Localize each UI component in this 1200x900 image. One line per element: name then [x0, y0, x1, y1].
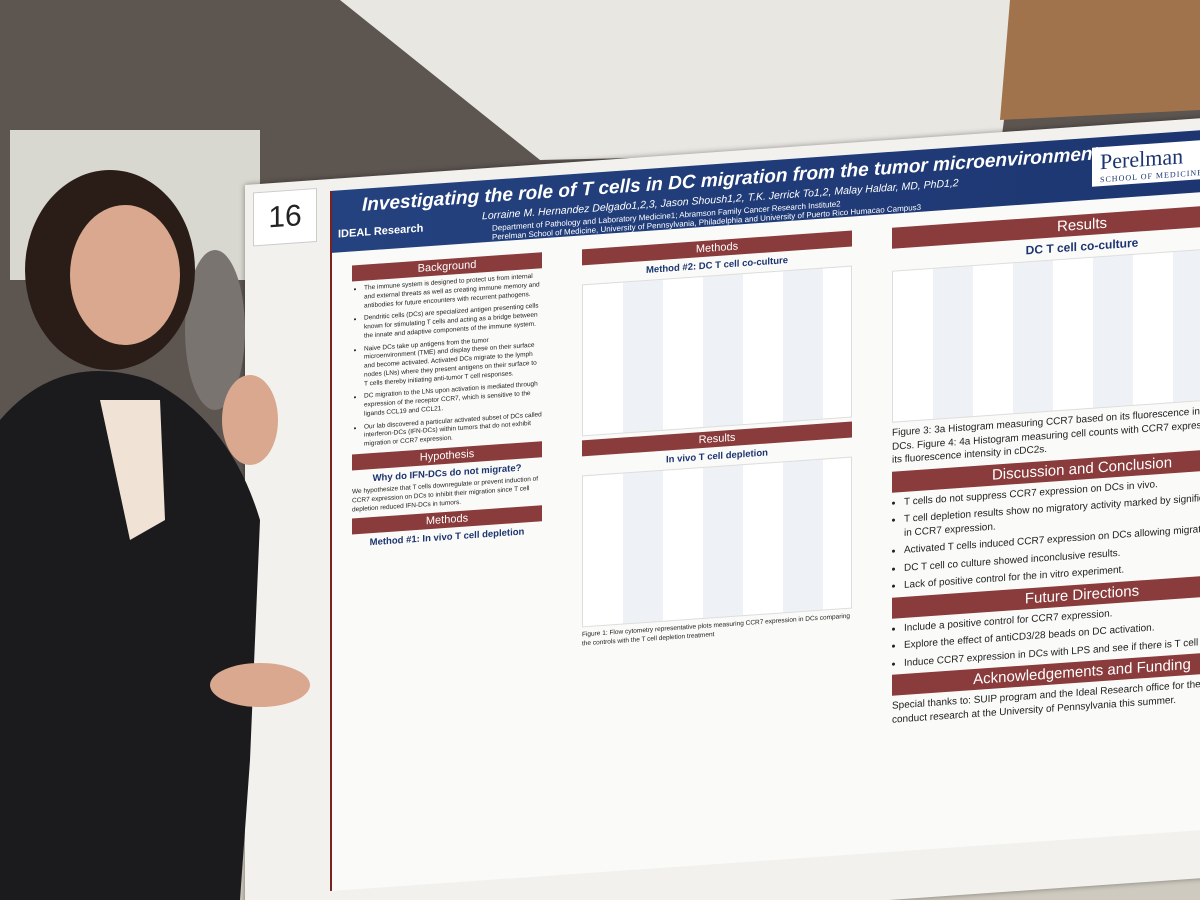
wood-panel: [1000, 0, 1200, 120]
jacket: [0, 371, 260, 900]
hand: [210, 663, 310, 707]
blouse: [100, 400, 165, 540]
hand: [222, 375, 278, 465]
ceiling: [340, 0, 1020, 160]
face: [70, 205, 180, 345]
background-person: [185, 250, 245, 410]
